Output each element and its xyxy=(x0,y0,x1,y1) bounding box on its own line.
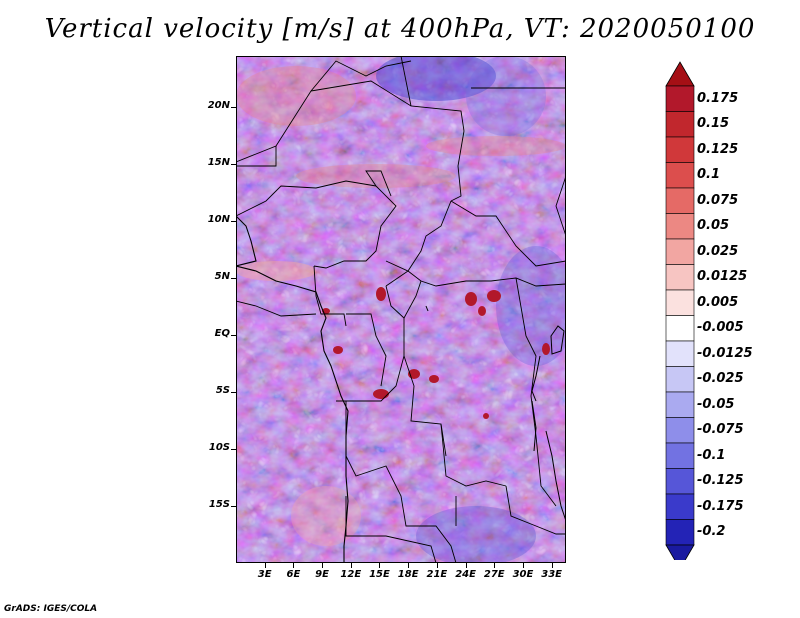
colorbar-segment xyxy=(665,391,695,418)
colorbar-segment xyxy=(665,493,695,520)
lat-tick xyxy=(231,449,236,451)
lon-tick xyxy=(350,563,352,568)
ascent-band xyxy=(236,261,316,281)
lat-tick-label: 15S xyxy=(208,499,230,511)
lon-tick-label: 6E xyxy=(286,569,301,580)
convective-cells xyxy=(322,287,550,419)
lat-tick-label: 5S xyxy=(215,385,230,397)
colorbar-max-arrow xyxy=(665,61,695,87)
colorbar-segment xyxy=(665,187,695,214)
ascent-region xyxy=(236,66,356,126)
great-lakes xyxy=(425,305,566,522)
colorbar-label: 0.0125 xyxy=(697,269,748,285)
lon-tick xyxy=(379,563,381,568)
lat-tick xyxy=(231,221,236,223)
country-borders xyxy=(236,56,566,563)
lat-tick xyxy=(231,107,236,109)
colorbar-segment xyxy=(665,366,695,393)
lon-tick xyxy=(408,563,410,568)
colorbar-segment xyxy=(665,519,695,546)
lat-tick-label: 10N xyxy=(207,214,230,226)
colorbar-segment xyxy=(665,111,695,138)
colorbar-label: 0.15 xyxy=(697,116,730,132)
colorbar-label: -0.005 xyxy=(697,320,744,336)
ascent-band xyxy=(296,164,456,188)
colorbar xyxy=(665,61,695,560)
colorbar-label: -0.025 xyxy=(697,371,744,387)
lat-tick xyxy=(231,392,236,394)
lon-tick-label: 33E xyxy=(541,569,563,580)
colorbar-label: 0.025 xyxy=(697,243,739,259)
colorbar-label: -0.0125 xyxy=(697,345,753,361)
map-canvas xyxy=(236,56,566,563)
colorbar-label: 0.175 xyxy=(697,90,739,106)
lat-tick xyxy=(231,335,236,337)
colorbar-label: -0.125 xyxy=(697,473,744,489)
footer-credit: GrADS: IGES/COLA xyxy=(4,604,98,614)
lat-tick xyxy=(231,164,236,166)
lat-tick-label: 10S xyxy=(208,442,230,454)
map-title: Vertical velocity [m/s] at 400hPa, VT: 2… xyxy=(44,14,756,44)
lat-tick-label: EQ xyxy=(214,328,230,340)
colorbar-segment xyxy=(665,417,695,444)
colorbar-segment xyxy=(665,213,695,240)
descent-region xyxy=(466,56,546,136)
lon-tick xyxy=(436,563,438,568)
colorbar-label: -0.075 xyxy=(697,422,744,438)
lon-tick xyxy=(551,563,553,568)
colorbar-segment xyxy=(665,238,695,265)
colorbar-label: -0.2 xyxy=(697,524,726,540)
colorbar-label: -0.05 xyxy=(697,396,735,412)
coastline xyxy=(236,265,349,563)
colorbar-segment xyxy=(665,468,695,495)
ascent-region xyxy=(291,486,361,546)
colorbar-segment xyxy=(665,264,695,291)
lon-tick-label: 24E xyxy=(455,569,476,580)
colorbar-label: 0.075 xyxy=(697,192,739,208)
descent-region xyxy=(416,506,536,563)
lon-tick-label: 9E xyxy=(315,569,329,580)
velocity-field xyxy=(236,56,566,563)
lat-tick xyxy=(231,506,236,508)
lon-tick-label: 3E xyxy=(257,569,272,580)
colorbar-segment xyxy=(665,85,695,112)
colorbar-label: 0.005 xyxy=(697,294,739,310)
lat-tick-label: 20N xyxy=(207,100,230,112)
colorbar-segment xyxy=(665,340,695,367)
coastline-west xyxy=(236,215,257,267)
lon-tick-label: 18E xyxy=(397,569,419,580)
lon-tick-label: 27E xyxy=(483,569,505,580)
strong-descent-region xyxy=(376,56,496,101)
colorbar-label: 0.05 xyxy=(697,218,730,234)
colorbar-segment xyxy=(665,136,695,163)
lon-tick xyxy=(322,563,324,568)
colorbar-min-arrow xyxy=(665,544,695,560)
lon-tick-label: 30E xyxy=(512,569,534,580)
colorbar-segment xyxy=(665,162,695,189)
lon-tick xyxy=(293,563,295,568)
lat-tick xyxy=(231,278,236,280)
colorbar-label: -0.1 xyxy=(697,447,726,463)
lon-tick xyxy=(522,563,524,568)
colorbar-segment xyxy=(665,442,695,469)
colorbar-label: 0.1 xyxy=(697,167,721,183)
lon-tick xyxy=(494,563,496,568)
lon-tick-label: 21E xyxy=(426,569,448,580)
lon-tick xyxy=(264,563,266,568)
lon-tick-label: 15E xyxy=(369,569,390,580)
lat-tick-label: 15N xyxy=(207,157,230,169)
colorbar-label: 0.125 xyxy=(697,141,739,157)
colorbar-segment xyxy=(665,315,695,342)
descent-region xyxy=(496,246,566,366)
colorbar-segment xyxy=(665,289,695,316)
colorbar-label: -0.175 xyxy=(697,498,744,514)
lon-tick-label: 12E xyxy=(340,569,362,580)
ascent-band xyxy=(426,136,566,156)
lat-tick-label: 5N xyxy=(214,271,230,283)
lon-tick xyxy=(465,563,467,568)
